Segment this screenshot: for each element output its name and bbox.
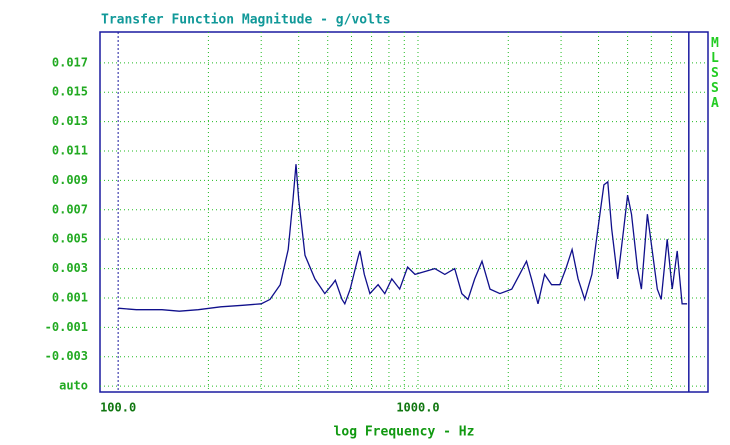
y-tick-label: 0.009 [52, 173, 88, 187]
side-label: MLSSA [711, 36, 719, 111]
y-tick-label: 0.017 [52, 55, 88, 69]
y-tick-label: 0.015 [52, 85, 88, 99]
y-tick-label: 0.001 [52, 290, 88, 304]
x-tick-label: 100.0 [100, 401, 136, 415]
x-axis-label: log Frequency - Hz [334, 425, 475, 440]
y-tick-label: auto [59, 379, 88, 393]
y-tick-label: 0.011 [52, 144, 88, 158]
data-line [118, 164, 688, 312]
y-tick-label: 0.007 [52, 202, 88, 216]
y-tick-label: -0.003 [45, 349, 88, 363]
y-tick-label: 0.005 [52, 232, 88, 246]
y-tick-label: 0.003 [52, 261, 88, 275]
y-tick-label: 0.013 [52, 114, 88, 128]
chart-title: Transfer Function Magnitude - g/volts [101, 13, 391, 28]
y-tick-label: -0.001 [45, 320, 88, 334]
x-tick-label: 1000.0 [396, 401, 439, 415]
